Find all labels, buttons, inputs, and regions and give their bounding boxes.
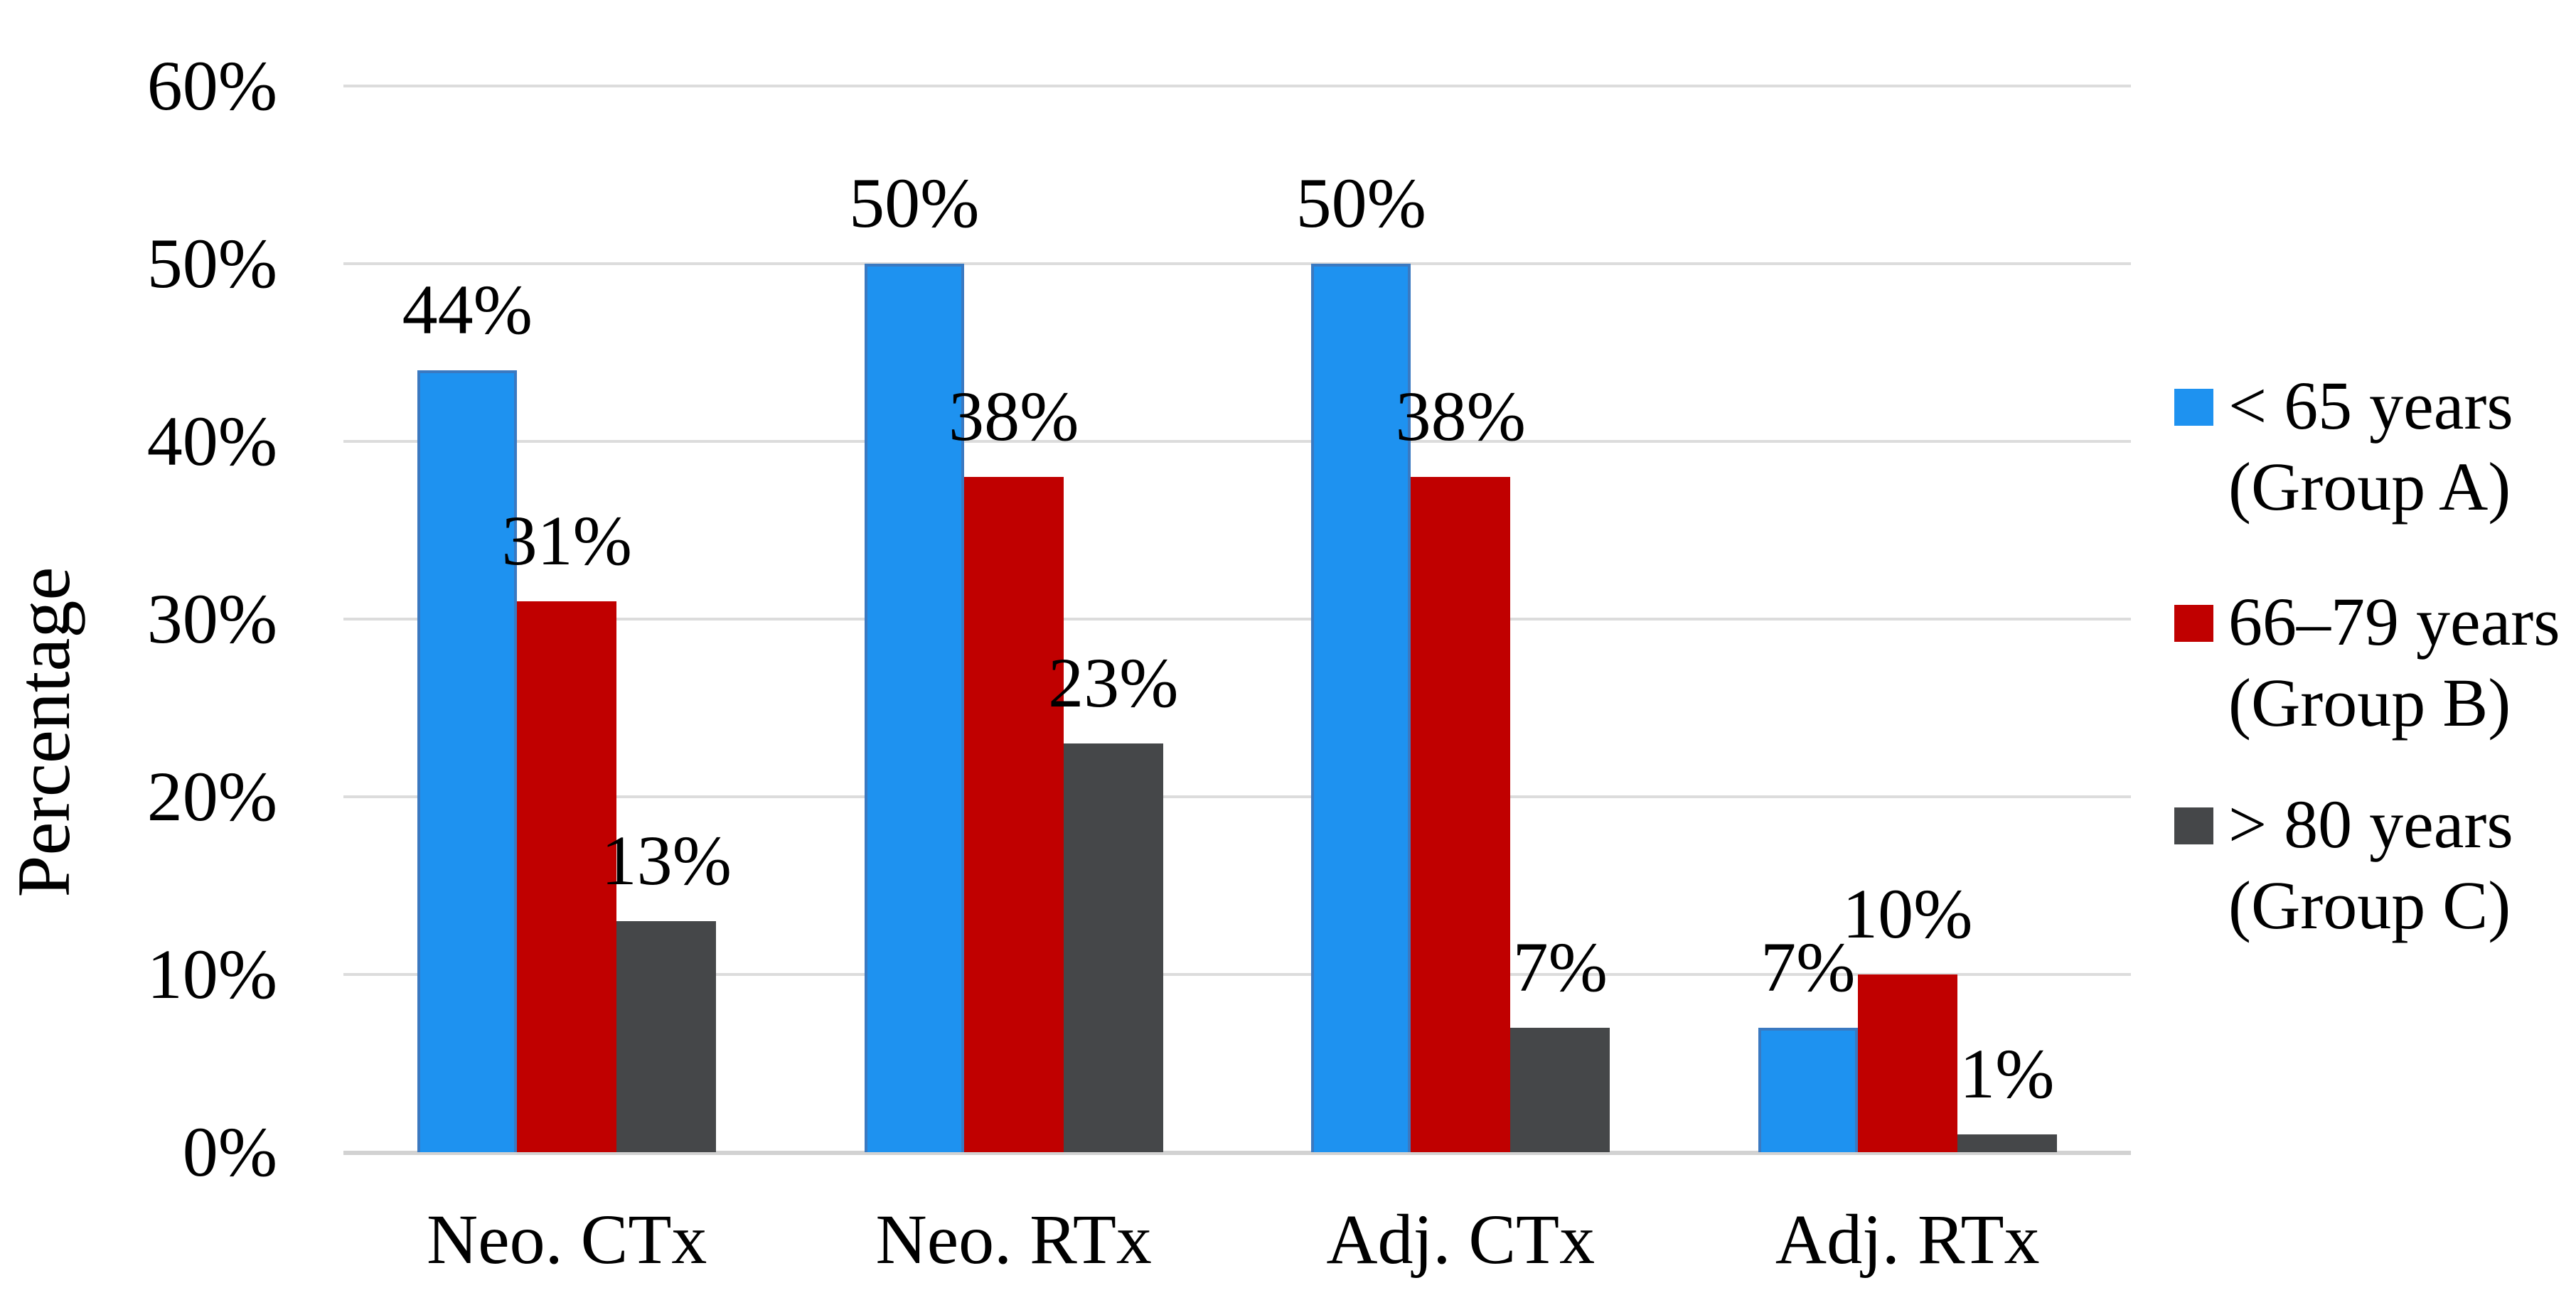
bar-group-b-4 xyxy=(1857,974,1957,1152)
y-axis-tick-label: 20% xyxy=(146,757,277,836)
bar-value-label: 50% xyxy=(849,163,980,242)
bar-group-a-2 xyxy=(864,264,964,1152)
legend-swatch-group-b xyxy=(2174,605,2213,642)
bar-group-a-4 xyxy=(1758,1028,1858,1152)
legend-label-group-c: > 80 years (Group C) xyxy=(2228,784,2513,946)
bar-value-label: 10% xyxy=(1842,874,1973,953)
bar-group-b-1 xyxy=(517,601,617,1152)
bar-value-label: 1% xyxy=(1960,1034,2055,1113)
x-axis-category-label: Adj. RTx xyxy=(1775,1200,2040,1279)
bar-value-label: 50% xyxy=(1295,163,1426,242)
bar-value-label: 7% xyxy=(1512,928,1608,1006)
legend-label-line: (Group B) xyxy=(2228,665,2511,741)
legend-entry-group-a: < 65 years (Group A) xyxy=(2174,365,2513,527)
y-axis-tick-label: 40% xyxy=(146,402,277,480)
x-axis-baseline xyxy=(343,1151,2131,1155)
legend-label-line: > 80 years xyxy=(2228,786,2513,862)
y-axis-tick-label: 30% xyxy=(146,579,277,658)
x-axis-category-label: Neo. RTx xyxy=(875,1200,1152,1279)
gridline xyxy=(343,85,2131,87)
bar-value-label: 13% xyxy=(601,821,732,900)
legend-label-group-a: < 65 years (Group A) xyxy=(2228,365,2513,527)
gridline xyxy=(343,262,2131,265)
legend-entry-group-b: 66–79 years (Group B) xyxy=(2174,581,2560,743)
bar-value-label: 44% xyxy=(402,270,533,349)
bar-group-a-3 xyxy=(1311,264,1411,1152)
y-axis-tick-label: 50% xyxy=(146,224,277,303)
legend-label-line: (Group C) xyxy=(2228,867,2511,943)
legend-label-group-b: 66–79 years (Group B) xyxy=(2228,581,2560,743)
y-axis-tick-label: 10% xyxy=(146,935,277,1014)
x-axis-category-label: Adj. CTx xyxy=(1326,1200,1596,1279)
legend-swatch-group-c xyxy=(2174,807,2213,844)
bar-value-label: 38% xyxy=(948,377,1079,456)
gridline xyxy=(343,973,2131,976)
y-axis-tick-label: 0% xyxy=(182,1112,277,1191)
legend-entry-group-c: > 80 years (Group C) xyxy=(2174,784,2513,946)
bar-group-c-1 xyxy=(616,921,717,1152)
bar-group-b-2 xyxy=(963,477,1064,1152)
bar-group-c-3 xyxy=(1510,1028,1610,1152)
bar-group-c-4 xyxy=(1957,1134,2057,1152)
legend-label-line: (Group A) xyxy=(2228,448,2511,525)
gridline xyxy=(343,795,2131,798)
gridline xyxy=(343,440,2131,443)
gridline xyxy=(343,618,2131,621)
bar-group-c-2 xyxy=(1063,743,1163,1152)
legend: < 65 years (Group A) 66–79 years (Group B) >… xyxy=(2174,0,2576,1300)
bar-value-label: 31% xyxy=(501,501,632,580)
bar-value-label: 23% xyxy=(1048,643,1179,722)
legend-label-line: 66–79 years xyxy=(2228,584,2560,660)
x-axis-category-label: Neo. CTx xyxy=(427,1200,707,1279)
legend-label-line: < 65 years xyxy=(2228,367,2513,444)
legend-swatch-group-a xyxy=(2174,389,2213,426)
bar-group-a-1 xyxy=(417,370,518,1152)
bar-value-label: 38% xyxy=(1395,377,1526,456)
bar-group-b-3 xyxy=(1411,477,1511,1152)
bar-value-label: 7% xyxy=(1760,928,1856,1006)
y-axis-tick-label: 60% xyxy=(146,46,277,125)
